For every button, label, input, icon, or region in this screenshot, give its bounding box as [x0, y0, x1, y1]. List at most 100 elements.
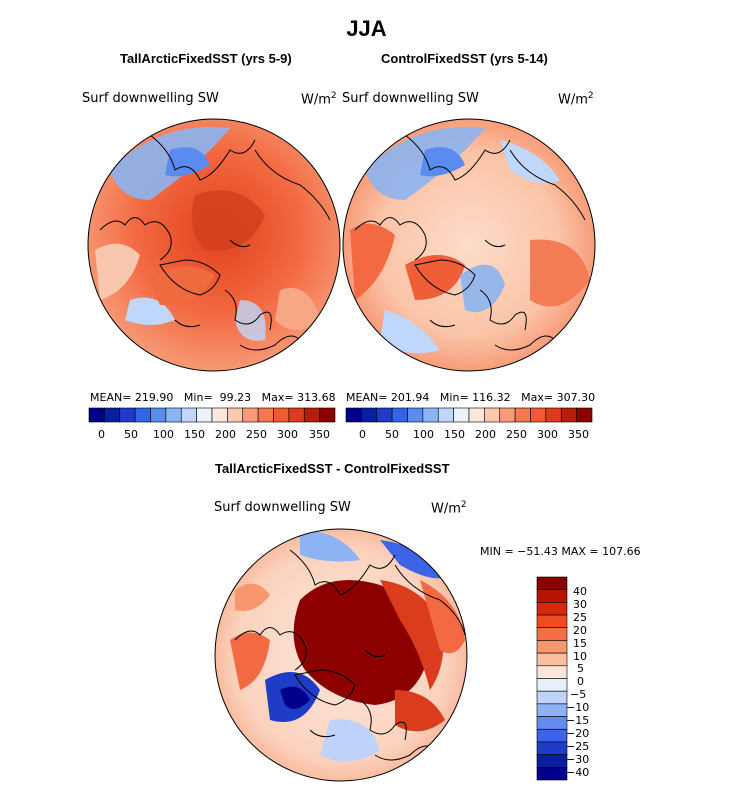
- colorbar-right-cell: [453, 407, 470, 423]
- colorbar-difference-cell: [536, 576, 568, 590]
- cbar-left-tick: 300: [277, 428, 298, 441]
- cbar-right-tick: 150: [444, 428, 465, 441]
- colorbar-right-cell: [514, 407, 531, 423]
- colorbar-difference-cell: [536, 741, 568, 755]
- colorbar-left-cell: [165, 407, 182, 423]
- diff-cbar-tick: −5: [570, 688, 587, 701]
- map-difference: [215, 529, 467, 781]
- map-control-border: [342, 118, 596, 372]
- diff-panel-units: W/m2: [431, 500, 467, 517]
- colorbar-right-cell: [361, 407, 378, 423]
- cbar-right-tick: 200: [475, 428, 496, 441]
- diff-cbar-tick: 30: [573, 598, 587, 611]
- colorbar-right-cell: [468, 407, 485, 423]
- colorbar-right-cell: [576, 407, 593, 423]
- colorbar-difference-cell: [536, 767, 568, 781]
- colorbar-left-cell: [227, 407, 244, 423]
- colorbar-difference: [536, 576, 568, 781]
- cbar-right-tick: 0: [359, 428, 366, 441]
- colorbar-difference-cell: [536, 703, 568, 717]
- diff-cbar-tick: −10: [566, 701, 590, 714]
- diff-panel-title: TallArcticFixedSST - ControlFixedSST: [215, 461, 450, 476]
- cbar-left-tick: 250: [246, 428, 267, 441]
- coastlines-right: [354, 134, 586, 351]
- diff-cbar-tick: −30: [566, 753, 590, 766]
- colorbar-left-cell: [211, 407, 228, 423]
- colorbar-right-cell: [530, 407, 547, 423]
- cbar-right-tick: 350: [568, 428, 589, 441]
- map-tallarctic: [88, 119, 340, 371]
- diff-cbar-tick: −15: [566, 714, 590, 727]
- colorbar-left-cell: [104, 407, 121, 423]
- cbar-left-tick: 50: [124, 428, 138, 441]
- diff-panel-minmax: MIN = −51.43 MAX = 107.66: [480, 545, 641, 558]
- colorbar-difference-cell: [536, 640, 568, 654]
- colorbar-difference-cell: [536, 728, 568, 743]
- colorbar-difference-cell: [536, 665, 568, 679]
- colorbar-right-cell: [484, 407, 501, 423]
- colorbar-difference-cell: [536, 589, 568, 603]
- colorbar-left-cell: [319, 407, 336, 423]
- colorbar-right-cell: [407, 407, 424, 423]
- panel-right-units: W/m2: [558, 91, 594, 108]
- cbar-right-tick: 100: [413, 428, 434, 441]
- cbar-left-tick: 200: [215, 428, 236, 441]
- panel-left-title: TallArcticFixedSST (yrs 5-9): [120, 51, 292, 66]
- cbar-right-tick: 250: [506, 428, 527, 441]
- cbar-left-tick: 350: [309, 428, 330, 441]
- colorbar-left-cell: [242, 407, 259, 423]
- map-control: [343, 119, 595, 371]
- cbar-right-tick: 50: [385, 428, 399, 441]
- colorbar-right-cell: [345, 407, 362, 423]
- colorbar-difference-cell: [536, 602, 568, 616]
- diff-cbar-tick: −40: [566, 766, 590, 779]
- season-title: JJA: [346, 16, 387, 41]
- colorbar-left-cell: [134, 407, 151, 423]
- map-tallarctic-border: [87, 118, 341, 372]
- colorbar-left-cell: [88, 407, 105, 423]
- colorbar-right-cell: [376, 407, 393, 423]
- colorbar-right-cell: [437, 407, 454, 423]
- colorbar-difference-cell: [536, 716, 568, 730]
- coastlines-left: [99, 134, 331, 351]
- diff-cbar-tick: 0: [577, 675, 584, 688]
- panel-right-title: ControlFixedSST (yrs 5-14): [381, 51, 548, 66]
- colorbar-right-cell: [545, 407, 562, 423]
- diff-cbar-tick: 20: [573, 624, 587, 637]
- map-difference-border: [214, 528, 468, 782]
- colorbar-left-cell: [180, 407, 197, 423]
- colorbar-right: [345, 407, 593, 423]
- colorbar-left-cell: [196, 407, 213, 423]
- colorbar-difference-cell: [536, 627, 568, 641]
- diff-cbar-tick: 15: [573, 637, 587, 650]
- colorbar-left-cell: [288, 407, 305, 423]
- colorbar-difference-cell: [536, 678, 568, 692]
- colorbar-left-cell: [150, 407, 167, 423]
- colorbar-difference-cell: [536, 652, 568, 667]
- colorbar-left-cell: [257, 407, 274, 423]
- diff-cbar-tick: −20: [566, 727, 590, 740]
- coastlines-diff: [234, 549, 466, 761]
- colorbar-left-cell: [273, 407, 290, 423]
- panel-left-stats: MEAN= 219.90 Min= 99.23 Max= 313.68: [90, 391, 336, 404]
- colorbar-right-cell: [499, 407, 516, 423]
- diff-cbar-tick: 25: [573, 611, 587, 624]
- diff-cbar-tick: −25: [566, 740, 590, 753]
- colorbar-right-cell: [422, 407, 439, 423]
- colorbar-difference-cell: [536, 690, 568, 705]
- diff-cbar-tick: 10: [573, 650, 587, 663]
- panel-left-units: W/m2: [301, 91, 337, 108]
- cbar-left-tick: 150: [184, 428, 205, 441]
- diff-panel-variable: Surf downwelling SW: [214, 500, 351, 515]
- diff-cbar-tick: 5: [577, 662, 584, 675]
- diff-cbar-tick: 40: [573, 585, 587, 598]
- colorbar-right-cell: [560, 407, 577, 423]
- colorbar-difference-cell: [536, 614, 568, 629]
- colorbar-difference-cell: [536, 754, 568, 768]
- colorbar-left: [88, 407, 336, 423]
- panel-left-variable: Surf downwelling SW: [82, 91, 219, 106]
- cbar-right-tick: 300: [537, 428, 558, 441]
- colorbar-right-cell: [391, 407, 408, 423]
- cbar-left-tick: 0: [98, 428, 105, 441]
